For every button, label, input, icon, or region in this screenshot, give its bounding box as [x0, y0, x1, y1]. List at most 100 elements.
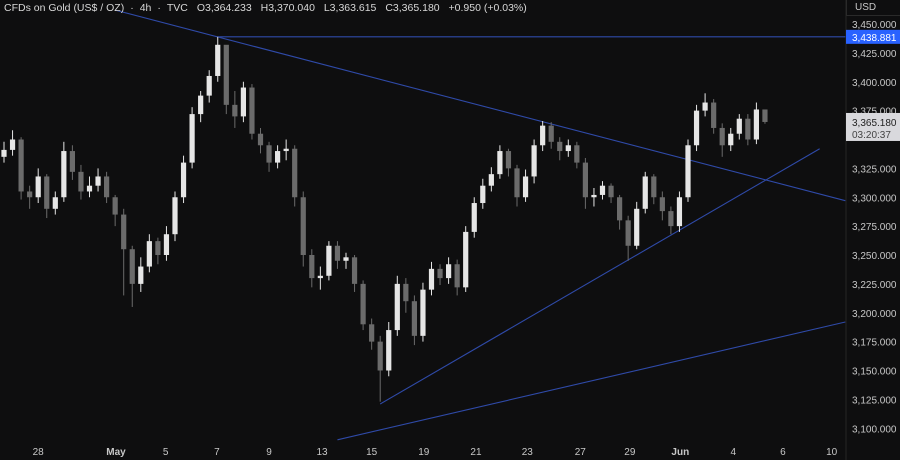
ohlc-open: O3,364.233	[196, 2, 252, 14]
currency-label[interactable]: USD	[846, 0, 900, 16]
level-price-tag	[846, 29, 900, 44]
candle-body	[719, 127, 725, 146]
candle-body	[198, 95, 204, 115]
candle	[300, 191, 306, 267]
candle-body	[617, 197, 623, 221]
candle-body	[574, 145, 580, 163]
candle	[351, 255, 358, 292]
candle	[180, 155, 187, 204]
candle-body	[129, 249, 135, 284]
candle-body	[180, 162, 187, 198]
candle	[215, 36, 221, 82]
y-tick-label: 3,325.000	[852, 164, 897, 175]
candle-body	[18, 139, 24, 192]
x-tick-label: May	[106, 447, 126, 458]
candle	[257, 127, 264, 154]
candle-body	[676, 197, 683, 227]
candle	[642, 171, 648, 214]
candles	[1, 36, 768, 402]
candle	[9, 130, 16, 156]
candle-body	[540, 125, 546, 146]
candle-body	[454, 264, 460, 288]
y-tick-label: 3,450.000	[852, 20, 897, 31]
candle-body	[215, 44, 221, 76]
candle	[685, 139, 691, 202]
candle-body	[745, 118, 751, 140]
symbol-name: CFDs on Gold (US$ / OZ)	[4, 2, 125, 14]
ohlc-close: C3,365.180	[385, 2, 440, 14]
candle	[275, 145, 281, 169]
candle-body	[488, 174, 494, 186]
candle-body	[369, 324, 375, 342]
y-tick-label: 3,175.000	[852, 338, 897, 349]
last-price-tag	[846, 112, 900, 141]
candle-body	[9, 139, 16, 150]
candle-body	[69, 151, 75, 172]
x-tick-label: 29	[624, 447, 636, 458]
candle-body	[599, 185, 606, 195]
candle-body	[582, 162, 588, 198]
candle-body	[163, 234, 170, 255]
x-tick-label: 4	[731, 447, 737, 458]
candle-body	[411, 301, 417, 336]
candle	[146, 234, 152, 273]
candle	[488, 167, 494, 192]
candle	[762, 109, 768, 124]
candle	[1, 141, 7, 163]
ohlc-high: H3,370.040	[260, 2, 315, 14]
candle	[394, 275, 400, 336]
candle-body	[659, 197, 665, 212]
candle-body	[642, 176, 648, 209]
candle-body	[292, 148, 298, 198]
candle-body	[557, 141, 563, 152]
candle-body	[249, 87, 255, 134]
candle-body	[548, 125, 554, 142]
candle-body	[608, 185, 614, 198]
bar-countdown: 03:20:37	[852, 130, 891, 141]
candle	[155, 237, 161, 265]
candle	[172, 191, 178, 242]
interval: 4h	[139, 2, 152, 14]
candle-body	[428, 268, 435, 290]
candle	[745, 114, 751, 146]
x-tick-label: 23	[522, 447, 534, 458]
candle	[471, 197, 477, 238]
candle-body	[634, 208, 640, 246]
candle	[753, 102, 759, 145]
candle-body	[420, 289, 426, 336]
separator: ·	[157, 2, 161, 14]
trendline-ascending	[379, 148, 820, 405]
candle	[480, 178, 486, 209]
candle-body	[172, 197, 178, 235]
candle-body	[61, 151, 67, 198]
candle-body	[668, 211, 674, 227]
separator: ·	[130, 2, 134, 14]
y-tick-label: 3,100.000	[852, 424, 897, 435]
candle-body	[138, 266, 144, 284]
candle	[497, 145, 503, 179]
candle-body	[309, 255, 315, 279]
candle	[121, 208, 127, 296]
candle	[617, 194, 623, 230]
candle	[78, 164, 84, 200]
candle	[206, 70, 212, 103]
candle-body	[266, 145, 272, 163]
candle-body	[95, 176, 101, 186]
candle	[702, 93, 708, 117]
candle	[676, 191, 683, 232]
candle-body	[206, 75, 212, 96]
candle	[27, 185, 33, 209]
candle	[360, 280, 366, 331]
candle-body	[86, 185, 93, 192]
candle	[625, 215, 631, 261]
candle	[574, 141, 580, 169]
candle-body	[257, 133, 264, 146]
y-tick-label: 3,150.000	[852, 367, 897, 378]
x-tick-label: 7	[214, 447, 220, 458]
candle	[651, 174, 657, 205]
candle	[249, 84, 255, 140]
candle-body	[753, 109, 759, 140]
candle-body	[651, 176, 657, 198]
last-price-label: 3,365.180	[852, 118, 897, 129]
